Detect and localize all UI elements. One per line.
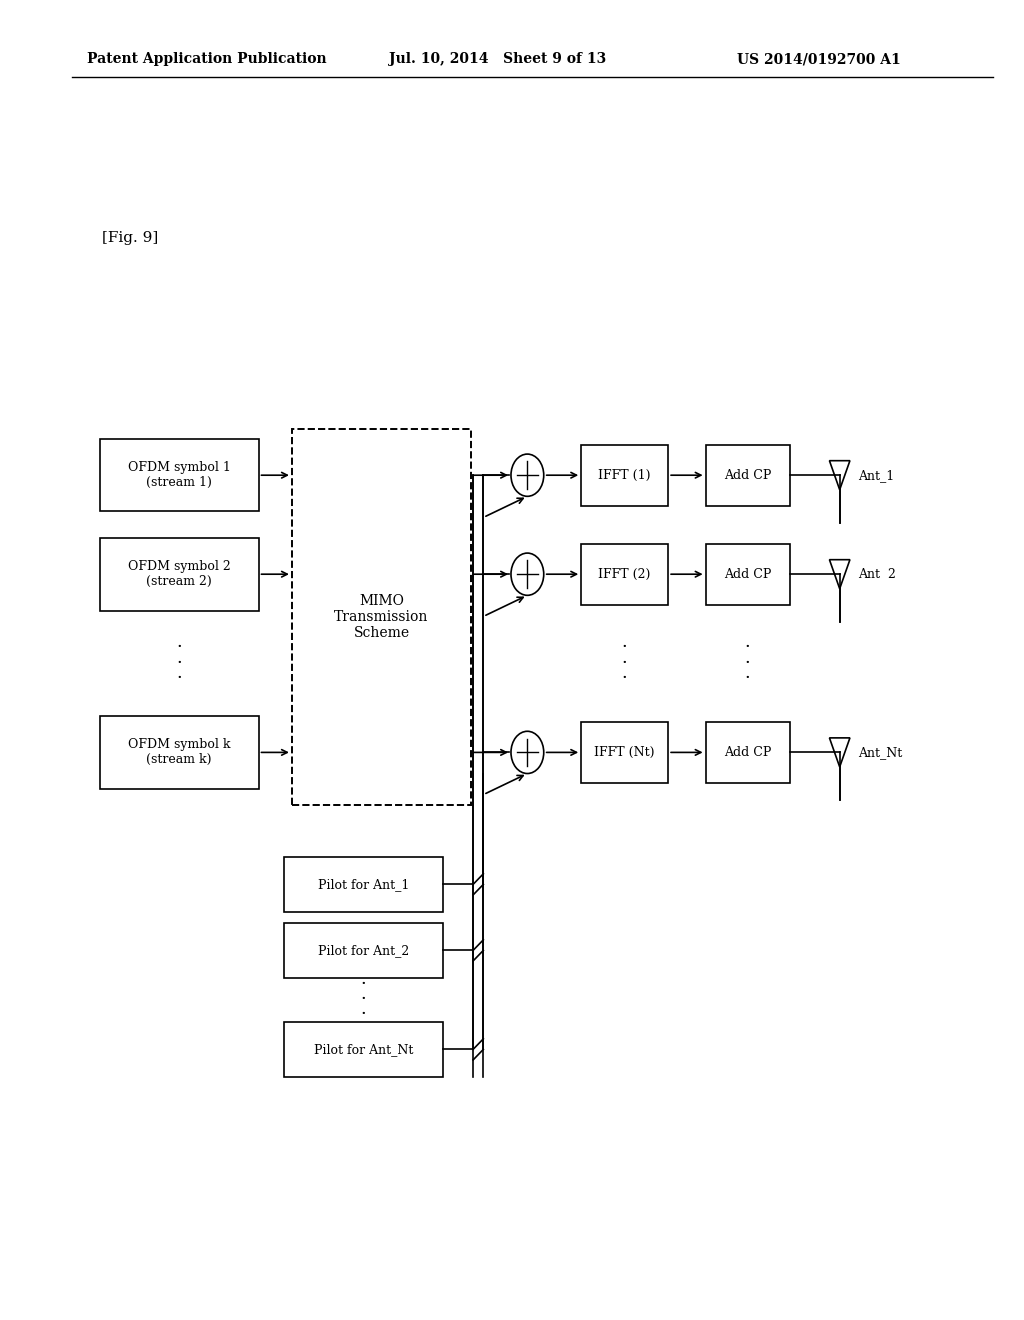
Text: Ant_Nt: Ant_Nt <box>858 746 902 759</box>
Text: IFFT (Nt): IFFT (Nt) <box>594 746 655 759</box>
Text: Patent Application Publication: Patent Application Publication <box>87 53 327 66</box>
FancyBboxPatch shape <box>582 544 668 605</box>
FancyBboxPatch shape <box>99 539 258 610</box>
Text: Add CP: Add CP <box>724 568 771 581</box>
FancyBboxPatch shape <box>284 923 442 978</box>
FancyBboxPatch shape <box>99 715 258 789</box>
Text: OFDM symbol 1
(stream 1): OFDM symbol 1 (stream 1) <box>128 461 230 490</box>
Text: Ant  2: Ant 2 <box>858 568 896 581</box>
Text: ·
·
·: · · · <box>622 639 628 686</box>
FancyBboxPatch shape <box>99 438 258 511</box>
FancyBboxPatch shape <box>582 445 668 506</box>
Text: Pilot for Ant_2: Pilot for Ant_2 <box>317 944 410 957</box>
Text: IFFT (2): IFFT (2) <box>598 568 651 581</box>
Text: ·
·
·: · · · <box>360 975 367 1023</box>
Text: MIMO
Transmission
Scheme: MIMO Transmission Scheme <box>334 594 429 640</box>
Text: Add CP: Add CP <box>724 469 771 482</box>
FancyBboxPatch shape <box>706 722 790 783</box>
Text: ·
·
·: · · · <box>744 639 751 686</box>
FancyBboxPatch shape <box>706 544 790 605</box>
FancyBboxPatch shape <box>582 722 668 783</box>
FancyBboxPatch shape <box>284 1022 442 1077</box>
Text: OFDM symbol k
(stream k): OFDM symbol k (stream k) <box>128 738 230 767</box>
Text: OFDM symbol 2
(stream 2): OFDM symbol 2 (stream 2) <box>128 560 230 589</box>
Text: US 2014/0192700 A1: US 2014/0192700 A1 <box>737 53 901 66</box>
Text: Jul. 10, 2014   Sheet 9 of 13: Jul. 10, 2014 Sheet 9 of 13 <box>389 53 606 66</box>
Text: IFFT (1): IFFT (1) <box>598 469 651 482</box>
FancyBboxPatch shape <box>292 429 471 805</box>
FancyBboxPatch shape <box>706 445 790 506</box>
Text: Pilot for Ant_1: Pilot for Ant_1 <box>317 878 410 891</box>
Text: Ant_1: Ant_1 <box>858 469 894 482</box>
Text: [Fig. 9]: [Fig. 9] <box>102 231 159 244</box>
Text: Pilot for Ant_Nt: Pilot for Ant_Nt <box>313 1043 414 1056</box>
Text: ·
·
·: · · · <box>176 639 182 686</box>
Text: Add CP: Add CP <box>724 746 771 759</box>
FancyBboxPatch shape <box>284 857 442 912</box>
